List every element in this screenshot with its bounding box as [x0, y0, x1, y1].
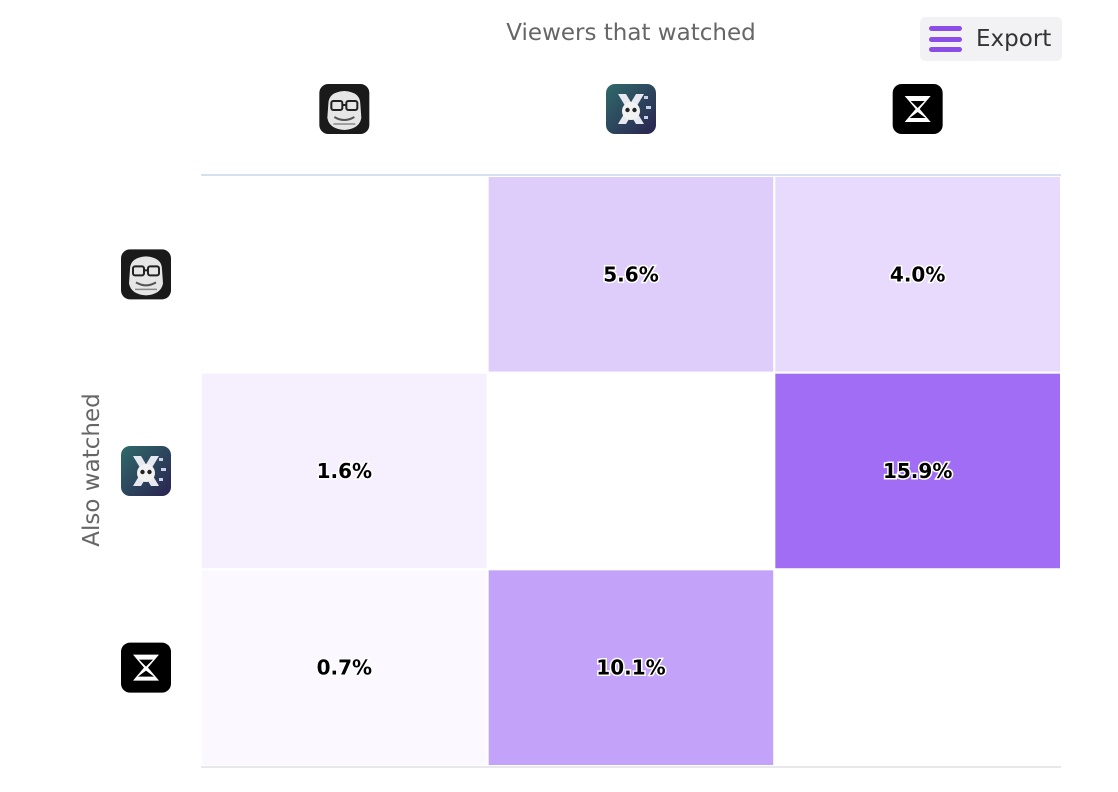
heatmap-cell-0-1[interactable] [486, 175, 776, 374]
heatmap-cell-2-2[interactable] [773, 568, 1062, 767]
hourglass-logo-icon [892, 84, 943, 134]
cell-value-label: 5.6% [603, 262, 658, 286]
heatmap-cell-2-0[interactable] [200, 568, 489, 767]
x-axis-title: Viewers that watched [506, 20, 756, 46]
x-axis-ticks [319, 84, 943, 134]
export-button[interactable]: Export [920, 17, 1062, 61]
heatmap-cell-2-1[interactable] [486, 568, 776, 767]
export-button-label: Export [976, 26, 1052, 52]
skeleton-glitch-icon [121, 446, 171, 496]
cell-value-label: 0.7% [317, 656, 372, 680]
cell-value-label: 1.6% [317, 459, 372, 483]
skeleton-glitch-icon [606, 84, 656, 134]
y-axis-ticks [121, 249, 171, 693]
heatmap-cell-0-0[interactable] [200, 175, 489, 374]
heatmap-cell-0-2[interactable] [773, 175, 1062, 374]
cell-value-label: 15.9% [883, 459, 952, 483]
cell-value-label: 10.1% [596, 656, 665, 680]
gorilla-glasses-icon [319, 84, 370, 134]
gorilla-glasses-icon [121, 249, 171, 300]
hourglass-logo-icon [121, 642, 171, 693]
cell-value-label: 4.0% [890, 262, 945, 286]
heatmap-cell-1-2[interactable] [773, 371, 1062, 571]
heatmap-cell-1-1[interactable] [486, 371, 776, 571]
hamburger-menu-icon [929, 26, 962, 52]
